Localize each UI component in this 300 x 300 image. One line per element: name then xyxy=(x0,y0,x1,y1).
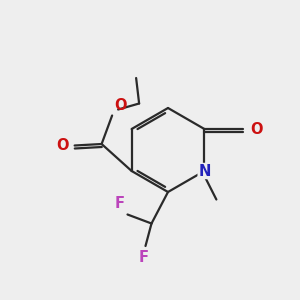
Text: O: O xyxy=(115,98,127,112)
Text: O: O xyxy=(56,138,69,153)
Text: F: F xyxy=(115,196,124,211)
Text: F: F xyxy=(139,250,149,266)
Text: O: O xyxy=(250,122,262,136)
Text: N: N xyxy=(198,164,211,178)
